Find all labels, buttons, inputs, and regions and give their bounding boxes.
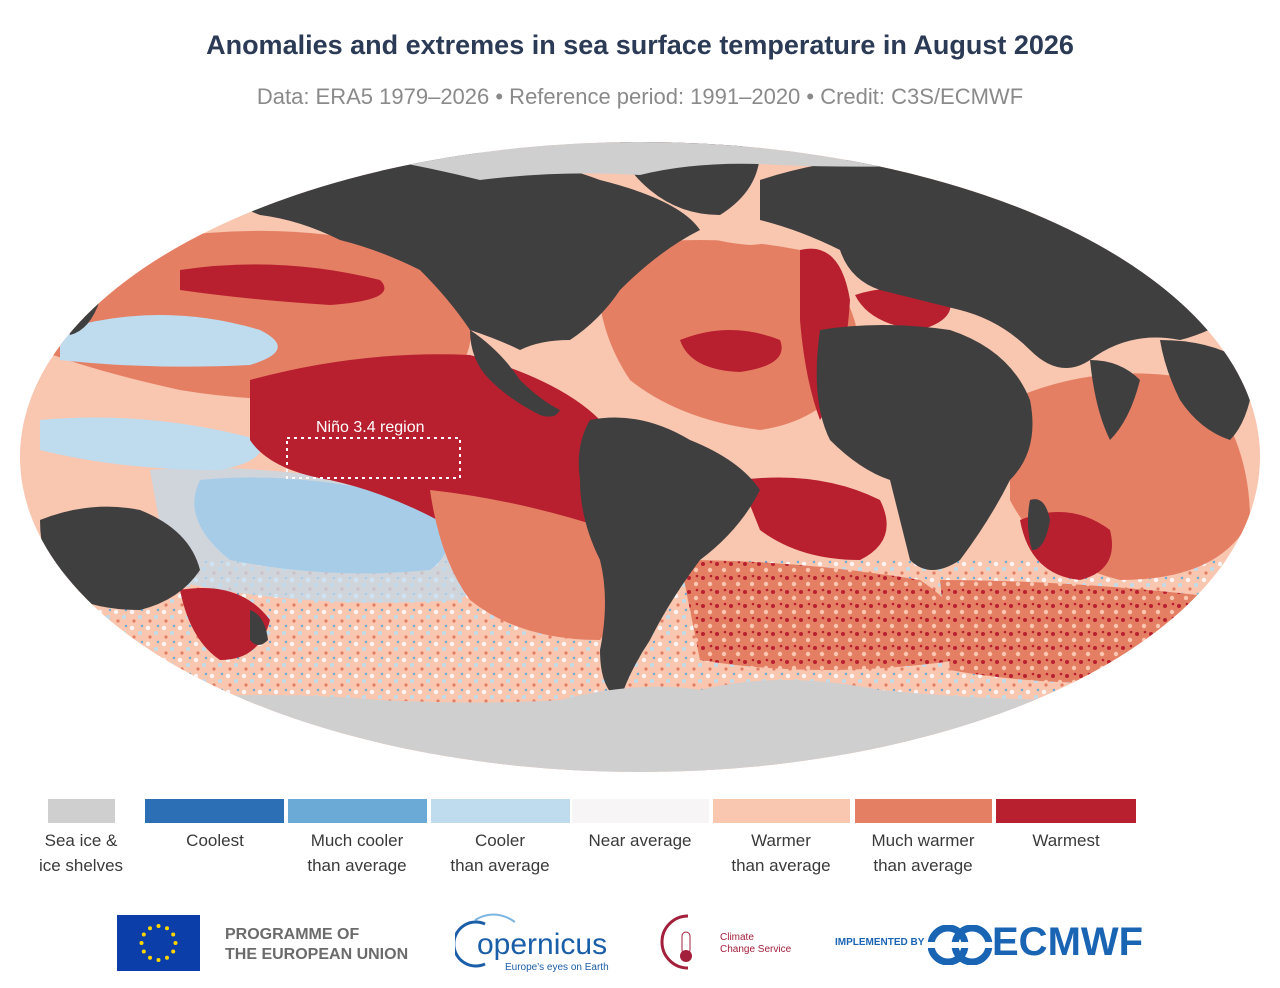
zone-pacific-cool-band [60,315,278,367]
eu-star-icon [171,949,176,954]
zone-south-atlantic-warmest [740,477,887,560]
legend-label-much-warmer: Much warmer than average [871,831,975,875]
ecmwf-icon [928,925,998,965]
implemented-by-text: IMPLEMENTED BY [835,937,925,948]
sea-ice-antarctica [20,680,1260,772]
zone-north-atlantic-warmest [680,330,782,372]
land-madagascar [1027,499,1050,550]
legend-swatch-much-warmer [855,799,992,823]
climate-change-service-logo: Climate Change Service [660,914,792,970]
legend-swatch-near-average [572,799,709,823]
eu-text-line-1: PROGRAMME OF [225,926,360,943]
eu-star-icon [173,941,178,945]
eu-star-icon [171,932,176,937]
legend-label-cooler: Cooler than average [450,831,550,875]
land-africa [816,325,1033,570]
zone-pacific-cool-band-2 [40,417,262,470]
nino34-region-label: Niño 3.4 region [316,419,425,436]
zone-tasman-warmest [180,588,270,660]
legend-label-sea-ice: Sea ice & ice shelves [38,831,124,875]
legend-label-near-average: Near average [588,831,692,850]
eu-programme-text: PROGRAMME OF THE EUROPEAN UNION [225,925,408,965]
legend-label-coolest: Coolest [186,831,244,850]
legend-label-warmer: Warmer than average [731,831,831,875]
legend-swatch-coolest [145,799,284,823]
legend-swatch-warmest [996,799,1136,823]
page-title: Anomalies and extremes in sea surface te… [206,30,1074,60]
ccs-text-line-2: Change Service [720,944,792,955]
legend-swatch-sea-ice [48,799,115,823]
land-southeast-asia [1160,340,1255,440]
zone-north-pacific-warmest [180,264,385,305]
page-subtitle: Data: ERA5 1979–2026 • Reference period:… [256,84,1024,109]
globe: Niño 3.4 region [20,142,1260,772]
ecmwf-wordmark: ECMWF [992,920,1144,964]
zone-east-pacific-much-warmer [430,490,618,640]
land-new-zealand [250,610,268,645]
legend-swatch-cooler [431,799,570,823]
eu-star-icon [141,949,146,954]
eu-text-line-2: THE EUROPEAN UNION [225,946,409,963]
ccs-text-line-1: Climate [720,932,754,943]
copernicus-wordmark: opernicus [477,928,607,961]
copernicus-tagline: Europe's eyes on Earth [505,962,609,972]
land-south-america [578,417,760,700]
land-australia [40,506,200,610]
eu-star-icon [165,955,169,960]
copernicus-logo: opernicus Europe's eyes on Earth [455,913,609,972]
legend-label-much-cooler: Much cooler than average [307,831,407,875]
land-north-america [200,147,700,350]
nino34-region-box [286,437,461,479]
land-india [1090,360,1140,440]
eu-star-icon [141,932,146,937]
eu-star-icon [156,958,161,962]
eu-star-icon [156,924,161,928]
eu-flag-logo [117,915,200,971]
eu-star-icon [139,941,144,945]
eu-star-icon [165,926,169,931]
eu-star-icon [148,926,152,931]
eu-star-icon [148,955,152,960]
legend-label-warmest: Warmest [1032,831,1100,850]
legend-swatch-much-cooler [288,799,427,823]
legend-swatch-warmer [713,799,850,823]
zone-southern-indian-speckle [940,580,1245,684]
land-central-america [470,330,560,417]
zone-south-atlantic-speckle [680,560,965,670]
